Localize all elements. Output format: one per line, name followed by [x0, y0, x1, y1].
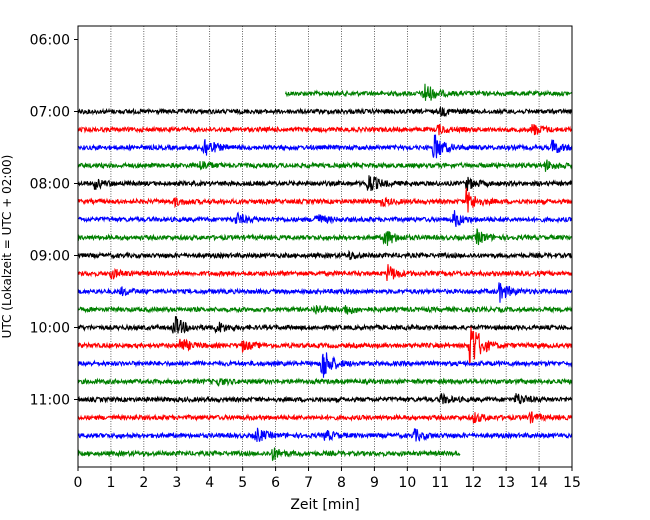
plot-frame — [77, 25, 573, 468]
x-tick-label: 10 — [398, 475, 416, 491]
x-tick-label: 3 — [172, 475, 181, 491]
trace-line-1100 — [77, 392, 573, 405]
y-tick-label: 10:00 — [30, 321, 70, 337]
x-tick-label: 1 — [106, 475, 115, 491]
trace-line-1145 — [77, 447, 461, 462]
x-tick-label: 5 — [238, 475, 247, 491]
trace-line-1000 — [77, 316, 573, 335]
x-tick-label: 15 — [563, 475, 581, 491]
trace-line-1130 — [77, 427, 573, 442]
seismic-traces — [77, 83, 573, 462]
x-tick-label: 2 — [139, 475, 148, 491]
x-tick-label: 11 — [431, 475, 449, 491]
y-tick-label: 07:00 — [30, 105, 70, 121]
y-tick-label: 06:00 — [30, 33, 70, 49]
y-axis-label: UTC (Lokalzeit = UTC + 02:00) — [0, 155, 14, 339]
trace-line-0700 — [77, 106, 573, 118]
trace-line-0645 — [284, 83, 573, 101]
y-tick-label: 11:00 — [30, 393, 70, 409]
trace-line-1015 — [77, 326, 573, 365]
y-tick-label: 08:00 — [30, 177, 70, 193]
trace-line-0745 — [77, 159, 573, 172]
trace-line-0830 — [77, 210, 573, 227]
trace-line-0930 — [77, 282, 573, 303]
trace-line-1115 — [77, 411, 573, 424]
y-axis: 06:00 07:00 08:00 09:00 10:00 11:00 — [30, 33, 78, 409]
x-grid — [110, 26, 540, 467]
trace-line-1030 — [77, 352, 573, 378]
x-tick-label: 14 — [530, 475, 548, 491]
x-tick-label: 6 — [271, 475, 280, 491]
trace-line-0845 — [77, 228, 573, 246]
trace-line-0815 — [77, 187, 573, 213]
trace-line-0800 — [77, 175, 573, 192]
trace-line-0945 — [77, 305, 573, 315]
x-tick-label: 7 — [304, 475, 313, 491]
x-axis-label: Zeit [min] — [290, 497, 359, 513]
x-tick-label: 9 — [370, 475, 379, 491]
trace-line-1045 — [77, 377, 573, 387]
x-tick-label: 12 — [464, 475, 482, 491]
x-tick-label: 4 — [205, 475, 214, 491]
trace-line-0715 — [77, 124, 573, 136]
x-axis: 0 1 2 3 4 5 6 7 8 9 10 11 12 13 14 15 — [74, 467, 581, 491]
x-tick-label: 8 — [337, 475, 346, 491]
trace-line-0730 — [77, 134, 573, 159]
trace-line-0915 — [77, 264, 573, 282]
y-tick-label: 09:00 — [30, 249, 70, 265]
x-tick-label: 13 — [497, 475, 515, 491]
trace-line-0900 — [77, 249, 573, 261]
x-tick-label: 0 — [74, 475, 83, 491]
